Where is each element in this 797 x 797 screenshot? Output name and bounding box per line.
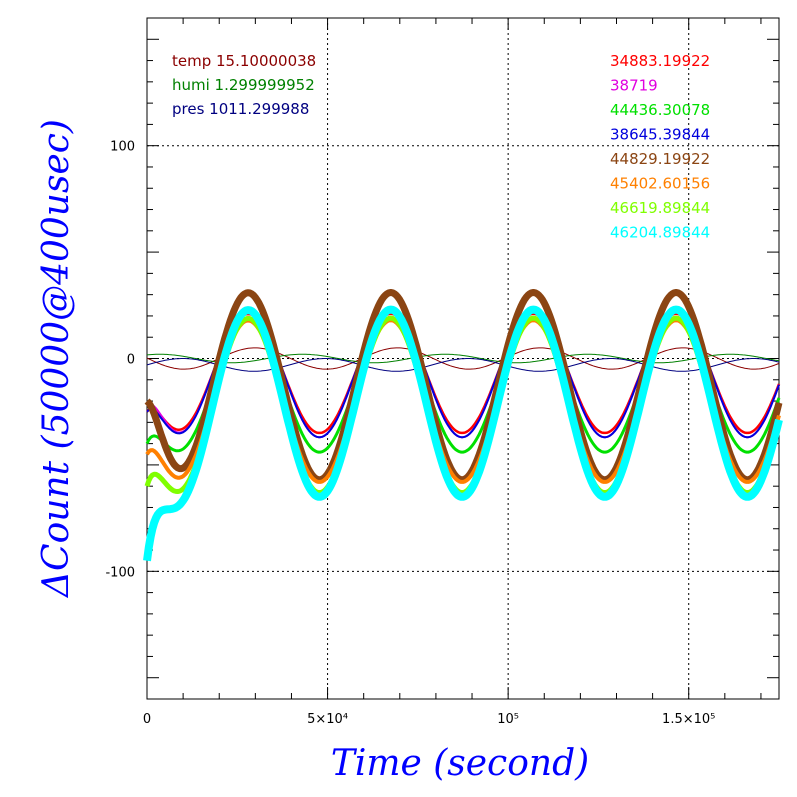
series-lines [143, 289, 783, 562]
series-line-6 [144, 315, 782, 495]
minor-ticks [147, 18, 779, 699]
y-tick-label-2: -100 [105, 565, 135, 580]
y-tick-labels: 100 0 -100 [105, 140, 135, 581]
legend-left-entry-1: humi 1.299999952 [172, 76, 315, 94]
legend-left: temp 15.10000038 humi 1.299999952 pres 101… [172, 52, 316, 118]
x-tick-label-0: 0 [143, 712, 151, 727]
y-tick-label-1: 0 [127, 353, 135, 368]
y-tick-label-0: 100 [110, 140, 135, 155]
legend-right: 34883.19922 38719 44436.30078 38645.39844 44… [610, 52, 710, 242]
series-line-4 [144, 289, 783, 484]
x-tick-label-3: 1.5×10⁵ [662, 712, 715, 727]
legend-right-entry-3: 38645.39844 [610, 126, 710, 144]
legend-right-entry-5: 45402.60156 [610, 175, 710, 193]
x-tick-labels: 0 5×10⁴ 10⁵ 1.5×10⁵ [143, 712, 716, 727]
x-tick-label-2: 10⁵ [497, 712, 519, 727]
x-axis-title: Time (second) [331, 743, 589, 784]
env-line-temp [146, 347, 780, 370]
legend-right-entry-0: 34883.19922 [610, 52, 710, 70]
series-line-5 [145, 318, 781, 484]
legend-right-entry-4: 44829.19922 [610, 150, 710, 168]
series-line-7 [143, 305, 783, 562]
env-line-pres [146, 358, 780, 372]
environment-series [146, 347, 780, 372]
legend-right-entry-1: 38719 [610, 77, 658, 95]
y-axis-title: ΔCount (50000@400usec) [36, 119, 77, 599]
series-line-0 [146, 312, 781, 435]
legend-left-entry-2: pres 1011.299988 [172, 100, 309, 118]
x-tick-label-1: 5×10⁴ [307, 712, 348, 727]
legend-right-entry-6: 46619.89844 [610, 199, 710, 217]
env-line-humi [146, 353, 780, 364]
legend-right-entry-7: 46204.89844 [610, 224, 710, 242]
legend-left-entry-0: temp 15.10000038 [172, 52, 316, 70]
legend-right-entry-2: 44436.30078 [610, 101, 710, 119]
